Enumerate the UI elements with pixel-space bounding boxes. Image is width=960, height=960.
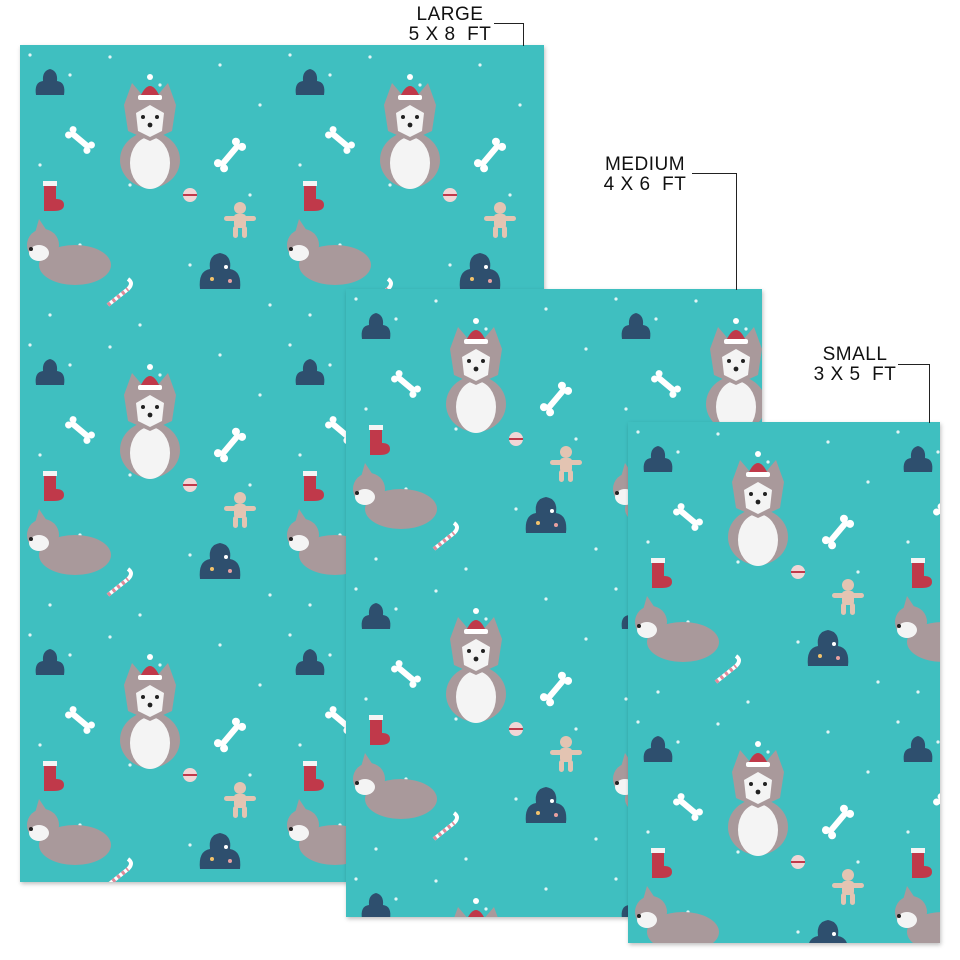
size-label-large: LARGE 5 X 8 FT (400, 5, 500, 45)
size-label-small: SMALL 3 X 5 FT (805, 345, 905, 385)
leader-line-medium (692, 173, 737, 290)
leader-line-large (494, 23, 524, 46)
size-dimensions: 5 X 8 FT (408, 24, 492, 45)
size-name: LARGE (416, 4, 484, 25)
leader-line-small (898, 364, 930, 423)
rug-small-pattern (628, 422, 940, 943)
rug-small (628, 422, 940, 943)
size-name: SMALL (822, 344, 888, 365)
size-label-medium: MEDIUM 4 X 6 FT (595, 155, 695, 195)
size-dimensions: 3 X 5 FT (813, 364, 897, 385)
size-dimensions: 4 X 6 FT (603, 174, 687, 195)
size-name: MEDIUM (604, 154, 686, 175)
